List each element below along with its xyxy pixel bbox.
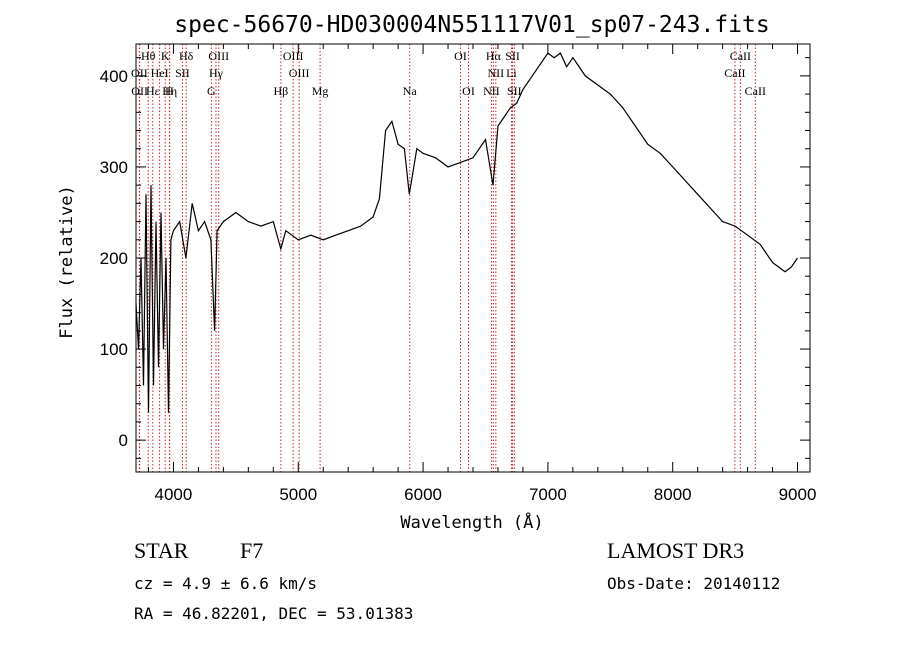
line-label: Hδ (179, 49, 194, 63)
line-label: Hβ (274, 84, 289, 98)
line-label: Mg (312, 84, 329, 98)
line-label: K (161, 49, 170, 63)
x-axis-label: Wavelength (Å) (400, 511, 543, 533)
plot-frame (135, 43, 811, 473)
line-label: Hθ (141, 49, 156, 63)
object-class: STAR (134, 538, 189, 563)
line-label: OII (131, 66, 148, 80)
line-label: Na (403, 84, 418, 98)
survey-name: LAMOST DR3 (607, 538, 745, 563)
line-label: Li (506, 66, 517, 80)
line-label: CaII (724, 66, 745, 80)
y-tick-label: 200 (100, 249, 128, 268)
line-label: Hη (162, 84, 177, 98)
line-label: Hε (146, 84, 160, 98)
obs-date: Obs-Date: 20140112 (607, 574, 781, 593)
line-label: G (207, 84, 216, 98)
line-label: OIII (289, 66, 310, 80)
line-label: NII (483, 84, 500, 98)
object-subclass: F7 (240, 538, 264, 563)
line-label: CaII (745, 84, 766, 98)
ra-dec: RA = 46.82201, DEC = 53.01383 (134, 604, 414, 623)
line-label: OI (462, 84, 475, 98)
x-tick-label: 7000 (529, 485, 567, 504)
line-label: HeI (151, 66, 169, 80)
line-label: H (165, 84, 174, 98)
x-tick-label: 8000 (654, 485, 692, 504)
line-label: NII (488, 66, 505, 80)
line-label: SII (175, 66, 190, 80)
x-tick-label: 6000 (404, 485, 442, 504)
line-label: SII (505, 49, 520, 63)
x-tick-label: 5000 (279, 485, 317, 504)
line-label: CaII (730, 49, 751, 63)
x-tick-label: 4000 (155, 485, 193, 504)
y-tick-label: 400 (100, 67, 128, 86)
y-tick-label: 300 (100, 158, 128, 177)
y-axis-label: Flux (relative) (57, 185, 77, 339)
y-tick-label: 100 (100, 340, 128, 359)
line-label: OIII (283, 49, 304, 63)
y-axis-ticks: 0 100 200 300 400 (100, 57, 810, 459)
line-label: Hγ (209, 66, 224, 80)
line-label: OIII (208, 49, 229, 63)
chart-title: spec-56670-HD030004N551117V01_sp07-243.f… (174, 12, 769, 38)
x-tick-label: 9000 (779, 485, 817, 504)
y-tick-label: 0 (119, 431, 128, 450)
redshift-cz: cz = 4.9 ± 6.6 km/s (134, 574, 318, 593)
x-axis-ticks: 4000 5000 6000 7000 8000 9000 (147, 44, 817, 504)
spectrum-line (135, 52, 798, 413)
line-label: OII (131, 84, 148, 98)
line-label: OI (454, 49, 467, 63)
line-label: Hα (486, 49, 502, 63)
emission-line-markers (138, 44, 756, 472)
line-label: SII (507, 84, 522, 98)
